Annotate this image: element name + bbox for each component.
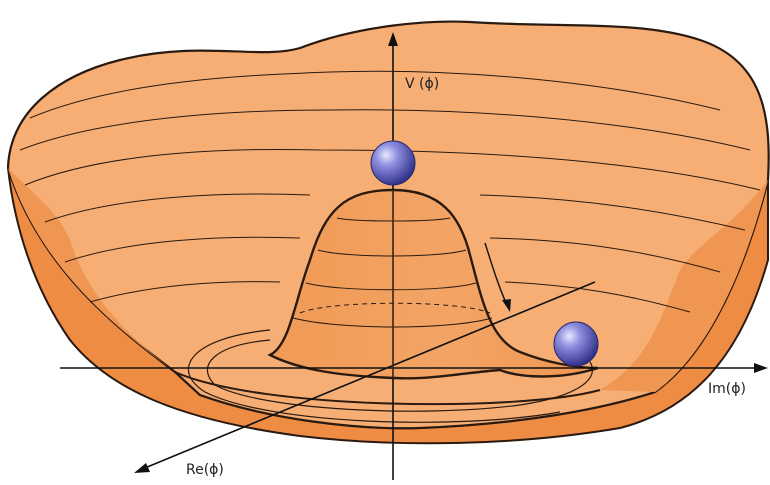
re-phi-label: Re(ϕ)	[186, 462, 224, 478]
central-hat	[267, 188, 599, 380]
bowl-contour-lines	[19, 70, 761, 313]
im-phi-label: Im(ϕ)	[708, 381, 746, 397]
v-axis-arrowhead	[388, 32, 398, 46]
im-axis-arrowhead	[754, 363, 768, 373]
roll-arrow-head	[502, 299, 511, 312]
bowl-right-wall-shade	[600, 180, 768, 392]
re-axis-line	[139, 281, 596, 471]
ball-top	[370, 140, 416, 186]
trough-bottom-outline	[174, 371, 601, 406]
ball-bottom	[553, 321, 599, 367]
bowl-left-wall-shade	[8, 168, 175, 372]
v-phi-label: V (ϕ)	[405, 76, 439, 92]
roll-arrow	[484, 242, 508, 306]
trough-rings	[187, 329, 594, 423]
re-axis-arrowhead	[134, 463, 150, 473]
